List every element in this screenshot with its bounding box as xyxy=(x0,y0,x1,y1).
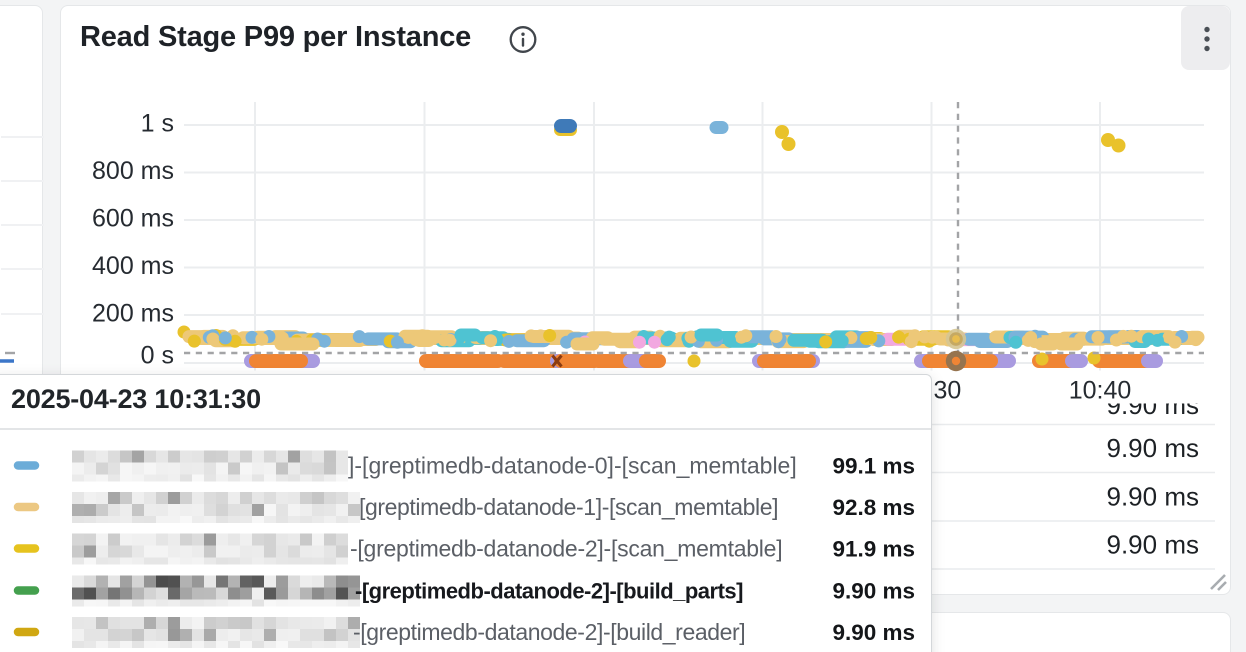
svg-text:]-[greptimedb-datanode-0]-[sca: ]-[greptimedb-datanode-0]-[scan_memtable… xyxy=(348,453,797,479)
svg-text:9.90 ms: 9.90 ms xyxy=(832,620,915,645)
svg-text:10:40: 10:40 xyxy=(1069,377,1132,405)
svg-text:[greptimedb-datanode-1]-[scan_: [greptimedb-datanode-1]-[scan_memtable] xyxy=(359,494,778,520)
svg-text:9.90 ms: 9.90 ms xyxy=(1107,481,1200,511)
svg-text:200 ms: 200 ms xyxy=(92,300,174,328)
svg-text:9.90 ms: 9.90 ms xyxy=(1107,530,1200,560)
svg-text:91.9 ms: 91.9 ms xyxy=(832,537,915,562)
svg-text:800 ms: 800 ms xyxy=(92,157,174,185)
svg-text:600 ms: 600 ms xyxy=(92,205,174,233)
svg-text:-[greptimedb-datanode-2]-[buil: -[greptimedb-datanode-2]-[build_reader] xyxy=(353,619,745,645)
svg-text:1 s: 1 s xyxy=(141,110,174,138)
svg-text:-[greptimedb-datanode-2]-[buil: -[greptimedb-datanode-2]-[build_parts] xyxy=(355,579,743,604)
svg-text:400 ms: 400 ms xyxy=(92,252,174,280)
svg-text:99.1 ms: 99.1 ms xyxy=(832,454,915,479)
svg-text:0 s: 0 s xyxy=(141,342,174,370)
svg-text:9.90 ms: 9.90 ms xyxy=(832,579,915,604)
svg-text:9.90 ms: 9.90 ms xyxy=(1107,390,1200,420)
svg-text:-[greptimedb-datanode-2]-[scan: -[greptimedb-datanode-2]-[scan_memtable] xyxy=(350,536,782,562)
svg-text:9.90 ms: 9.90 ms xyxy=(1107,433,1200,463)
svg-text:92.8 ms: 92.8 ms xyxy=(832,495,915,520)
